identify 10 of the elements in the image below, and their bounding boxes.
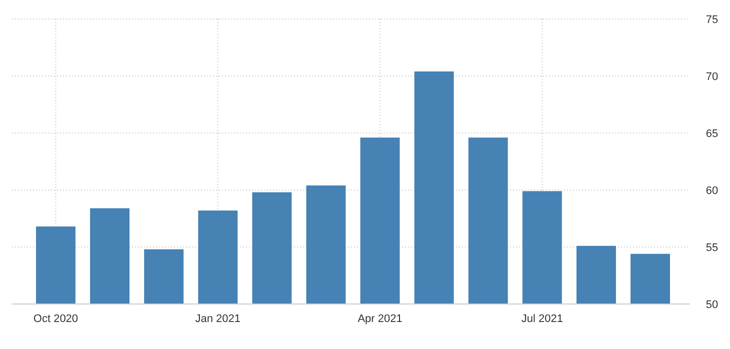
y-tick-label: 55 [706, 242, 718, 254]
y-tick-label: 70 [706, 71, 718, 83]
x-tick-label: Jan 2021 [195, 313, 241, 325]
y-tick-label: 75 [706, 14, 718, 26]
x-tick-label: Apr 2021 [358, 313, 402, 325]
y-tick-label: 60 [706, 185, 718, 197]
x-tick-label: Jul 2021 [521, 313, 563, 325]
x-tick-label: Oct 2020 [33, 313, 78, 325]
y-tick-label: 50 [706, 299, 718, 311]
y-tick-label: 65 [706, 128, 718, 140]
